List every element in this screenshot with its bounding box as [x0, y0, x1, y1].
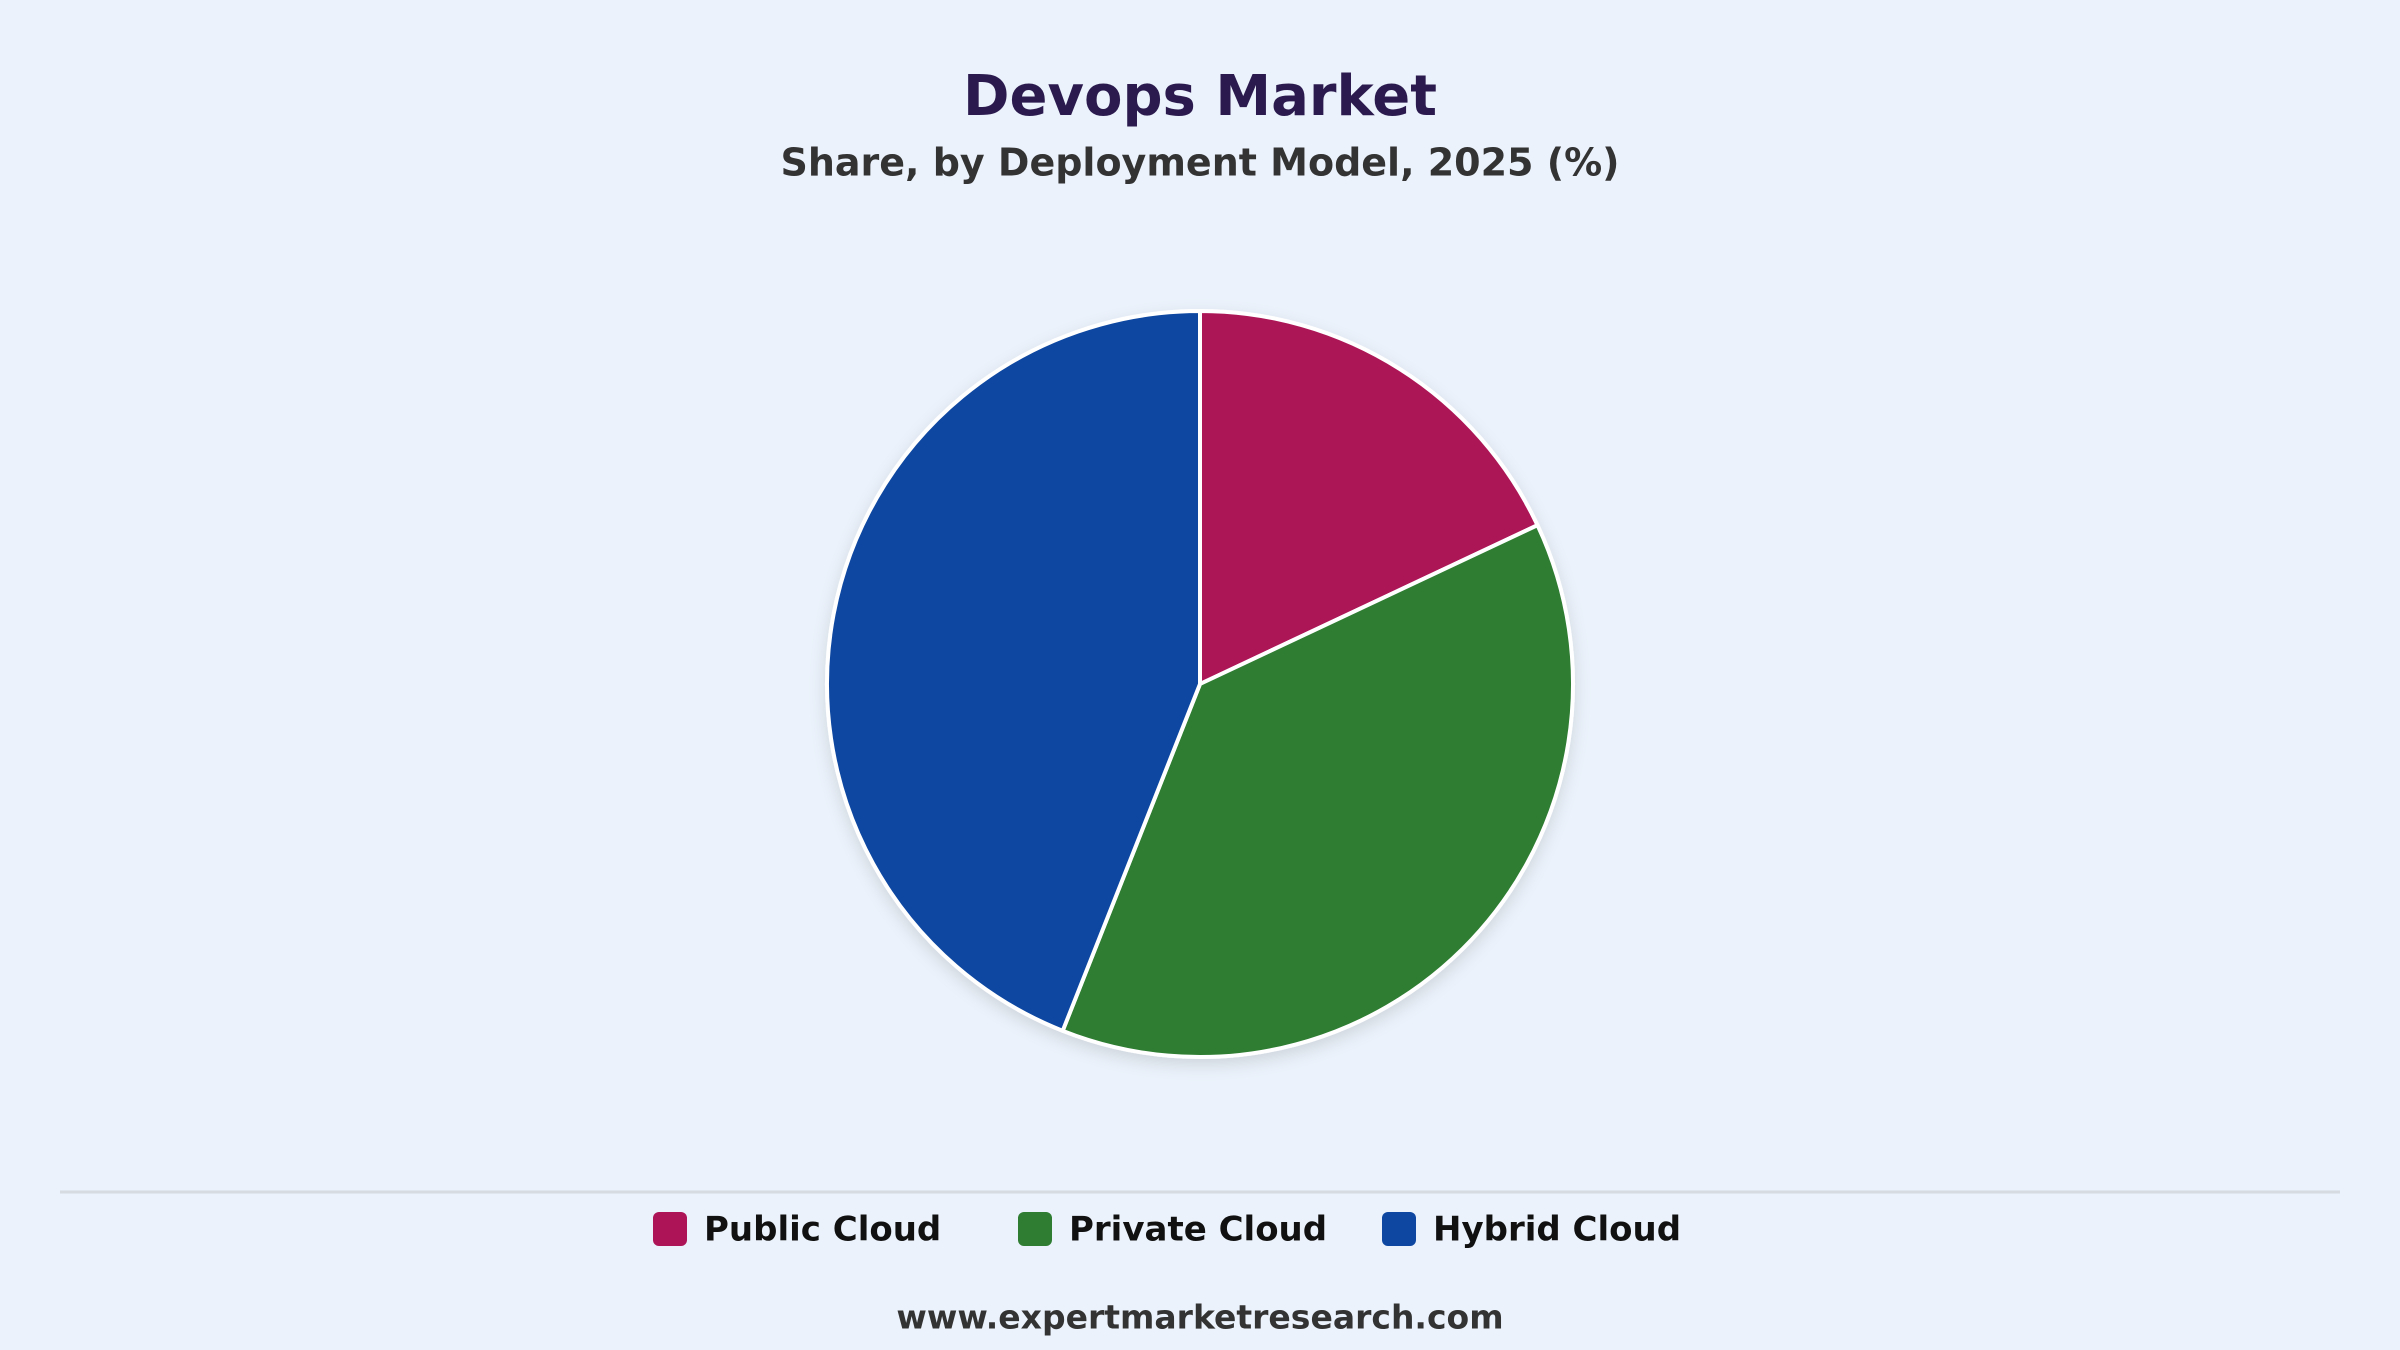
pie-slice: [1060, 523, 1575, 1059]
source: www.expertmarketresearch.com: [896, 1298, 1503, 1337]
legend: Public Cloud Private Cloud Hybrid Cloud: [653, 1210, 1681, 1250]
pie: [824, 309, 1575, 1059]
pie-slice: [1198, 309, 1540, 686]
legend-label: Private Cloud: [1069, 1210, 1327, 1250]
legend-swatch: [1018, 1212, 1052, 1246]
legend-label: Public Cloud: [704, 1210, 941, 1250]
pie-slice: [824, 309, 1202, 1033]
legend-swatch: [653, 1212, 687, 1246]
chart-title: Devops Market: [963, 64, 1437, 129]
legend-label: Hybrid Cloud: [1433, 1210, 1681, 1250]
legend-swatch: [1382, 1212, 1416, 1246]
chart-subtitle: Share, by Deployment Model, 2025 (%): [780, 141, 1619, 185]
